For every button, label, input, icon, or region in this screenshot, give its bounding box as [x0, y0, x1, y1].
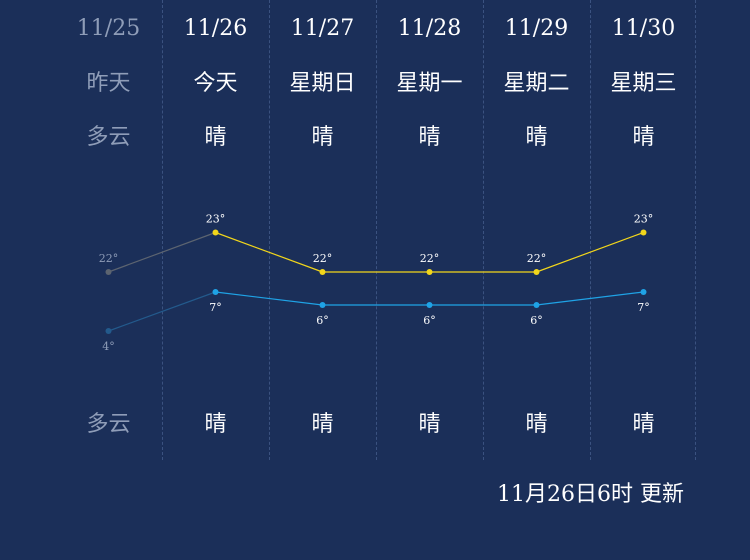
day-date: 11/27	[290, 16, 355, 41]
high-temp-point	[640, 229, 647, 236]
high-temp-point	[426, 269, 433, 275]
column-divider	[695, 0, 696, 460]
day-weather: 晴	[204, 125, 227, 150]
column-divider	[162, 0, 163, 460]
low-temp-point	[319, 302, 326, 308]
night-weather: 晴	[418, 412, 441, 437]
night-weather: 多云	[86, 412, 131, 437]
low-temp-line-segment	[108, 291, 216, 332]
low-temp-label: 6°	[316, 314, 329, 327]
day-weekday: 昨天	[86, 71, 131, 96]
day-date: 11/29	[504, 16, 569, 41]
high-temp-point	[533, 269, 540, 275]
low-temp-label: 7°	[209, 301, 222, 314]
low-temp-label: 6°	[423, 314, 436, 327]
day-date: 11/26	[183, 16, 248, 41]
high-temp-label: 22°	[420, 252, 440, 265]
day-weekday: 星期一	[396, 71, 463, 96]
high-temp-line-segment	[215, 231, 323, 273]
high-temp-line-segment	[536, 231, 644, 273]
high-temp-line-segment	[108, 231, 216, 273]
column-divider	[590, 0, 591, 460]
day-weekday: 星期二	[503, 71, 570, 96]
update-time: 11月26日6时 更新	[497, 482, 684, 507]
high-temp-label: 22°	[313, 252, 333, 265]
day-date: 11/25	[76, 16, 141, 41]
low-temp-line-segment	[536, 291, 644, 306]
low-temp-label: 7°	[637, 301, 650, 314]
low-temp-point	[105, 328, 112, 334]
day-weekday: 今天	[193, 71, 238, 96]
high-temp-label: 23°	[634, 213, 654, 226]
low-temp-label: 4°	[102, 340, 115, 353]
day-weather: 多云	[86, 125, 131, 150]
night-weather: 晴	[632, 412, 655, 437]
day-weather: 晴	[311, 125, 334, 150]
day-date: 11/28	[397, 16, 462, 41]
night-weather: 晴	[525, 412, 548, 437]
high-temp-label: 22°	[99, 252, 119, 265]
night-weather: 晴	[311, 412, 334, 437]
day-weather: 晴	[632, 125, 655, 150]
day-weekday: 星期三	[610, 71, 677, 96]
column-divider	[483, 0, 484, 460]
day-date: 11/30	[611, 16, 676, 41]
high-temp-point	[105, 269, 112, 275]
high-temp-point	[212, 229, 219, 236]
day-weather: 晴	[418, 125, 441, 150]
day-weekday: 星期日	[289, 71, 356, 96]
low-temp-point	[533, 302, 540, 308]
low-temp-point	[212, 289, 219, 295]
high-temp-label: 22°	[527, 252, 547, 265]
low-temp-line-segment	[215, 291, 323, 306]
high-temp-point	[319, 269, 326, 275]
column-divider	[376, 0, 377, 460]
low-temp-point	[426, 302, 433, 308]
low-temp-label: 6°	[530, 314, 543, 327]
low-temp-point	[640, 289, 647, 295]
high-temp-label: 23°	[206, 213, 226, 226]
column-divider	[269, 0, 270, 460]
night-weather: 晴	[204, 412, 227, 437]
day-weather: 晴	[525, 125, 548, 150]
